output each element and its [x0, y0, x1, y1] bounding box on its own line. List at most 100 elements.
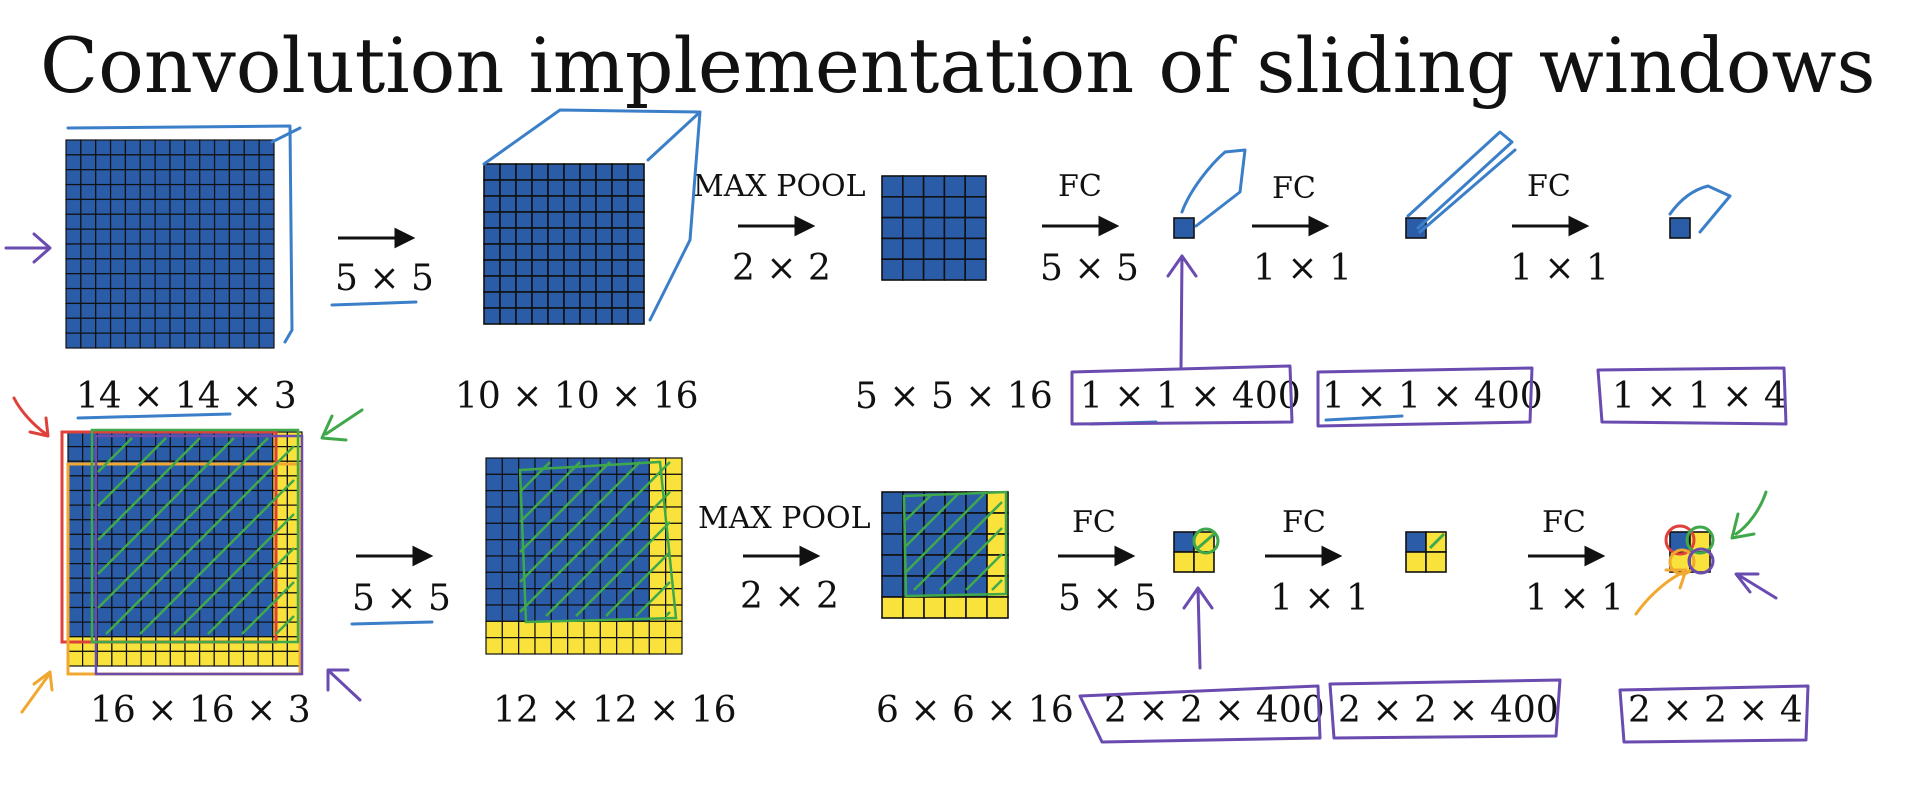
arrow-top-fc3-head — [1568, 215, 1590, 237]
grid-top-conv-cell — [531, 227, 549, 245]
grid-bottom-conv-cell — [632, 620, 650, 639]
grid-bottom-input-cell — [184, 636, 201, 652]
grid-top-input-cell — [228, 139, 245, 156]
bottom-pool-op: 2 × 2 — [740, 576, 839, 617]
grid-top-pool-cell — [943, 258, 967, 281]
grid-top-input-cell — [199, 332, 216, 349]
grid-top-conv-cell — [547, 275, 565, 293]
grid-top-input-cell — [228, 183, 245, 201]
handwritten-annotations — [4, 108, 1810, 744]
ink-window-pool-green — [902, 490, 1008, 598]
grid-top-conv-cell — [563, 227, 581, 245]
grid-top-conv-cell — [547, 291, 565, 309]
grid-top-conv — [483, 163, 645, 325]
grid-top-input-cell — [184, 213, 201, 230]
grid-top-input-cell — [213, 183, 231, 201]
grid-bottom-input-cell — [199, 577, 215, 594]
grid-top-conv-cell — [579, 227, 597, 245]
grid-bottom-input-cell — [111, 519, 128, 535]
ink-hatch-bottom-pool-stroke — [913, 501, 1003, 591]
grid-bottom-conv-cell — [534, 506, 552, 524]
grid-bottom-conv-cell — [550, 620, 569, 639]
grid-top-input-cell — [139, 287, 156, 305]
top-fc3-label: FC — [1527, 169, 1571, 204]
grid-top-conv-cell — [627, 275, 645, 293]
grid-top-input-cell — [243, 317, 260, 334]
grid-bottom-conv-cell — [485, 637, 503, 655]
grid-top-pool-cell — [901, 258, 925, 281]
grid-bottom-conv-cell — [665, 555, 683, 573]
grid-bottom-input-cell — [155, 446, 171, 462]
grid-bottom-conv-cell — [485, 588, 503, 606]
grid-top-conv-cell — [579, 163, 597, 181]
grid-top-input-cell — [213, 243, 231, 260]
grid-top-input-cell — [95, 139, 112, 156]
grid-top-input-cell — [228, 302, 245, 319]
ink-hatch-bottom-pool-stroke — [905, 493, 985, 573]
grid-top-conv-cell — [499, 211, 517, 229]
grid-top-input-cell — [80, 183, 97, 201]
grid-bottom-input-cell — [67, 504, 84, 521]
grid-bottom-pool-cell — [923, 554, 946, 577]
grid-bottom-conv-cell — [632, 637, 650, 655]
grid-top-conv-cell — [611, 195, 629, 213]
grid-bottom-input-cell — [96, 504, 113, 521]
grid-top-conv-cell — [547, 227, 565, 245]
ink-arrow-red — [12, 396, 50, 438]
grid-top-input-cell — [258, 154, 275, 171]
grid-bottom-input-cell — [125, 636, 142, 652]
grid-bottom-conv-cell — [518, 637, 536, 655]
grid-top-input-cell — [109, 317, 127, 334]
grid-top-input-cell — [184, 332, 201, 349]
grid-top-input-cell — [213, 169, 231, 186]
grid-top-input-cell — [139, 139, 156, 156]
grid-bottom-input-cell — [125, 475, 142, 492]
ink-arrow-bottom-corner — [326, 668, 362, 702]
grid-top-input-cell — [258, 183, 275, 201]
grid-bottom-fc1-cell — [1193, 551, 1215, 573]
grid-bottom-input-cell — [184, 489, 201, 506]
grid-top-input-cell — [169, 169, 186, 186]
grid-top-input-cell — [124, 243, 141, 260]
grid-bottom-input-cell — [67, 636, 84, 652]
grid-top-input-cell — [258, 332, 275, 349]
grid-bottom-conv-cell — [485, 457, 503, 475]
grid-bottom-input-cell — [96, 577, 113, 594]
diagram-title: Convolution implementation of sliding wi… — [40, 21, 1876, 110]
grid-bottom-conv-cell — [501, 571, 520, 590]
grid-top-conv-cell — [563, 307, 581, 325]
grid-bottom-input-cell — [257, 621, 274, 638]
grid-top-pool — [881, 175, 987, 281]
ink-depth-outline-input — [66, 124, 294, 344]
grid-top-input-cell — [65, 198, 82, 215]
grid-top-input-cell — [109, 332, 127, 349]
grid-top-input-cell — [258, 287, 275, 305]
grid-top-conv-cell — [611, 163, 629, 181]
grid-top-input-cell — [65, 332, 82, 349]
grid-bottom-pool-cell — [986, 596, 1009, 619]
grid-top-conv-cell — [515, 179, 533, 197]
grid-bottom-input-cell — [111, 446, 128, 462]
grid-top-pool-cell — [881, 175, 904, 198]
grid-top-input-cell — [109, 273, 127, 290]
grid-bottom-conv-cell — [485, 571, 503, 590]
grid-bottom-input-cell — [242, 533, 259, 550]
grid-top-input-cell — [243, 302, 260, 319]
grid-bottom-input-cell — [228, 577, 245, 594]
grid-bottom-input-cell — [242, 650, 259, 667]
grid-top-conv-cell — [563, 275, 581, 293]
grid-top-input-cell — [109, 228, 127, 245]
grid-bottom-input-cell — [125, 431, 142, 448]
grid-bottom-conv-cell — [665, 457, 683, 475]
grid-top-input-cell — [213, 154, 231, 171]
grid-top-conv-cell — [515, 307, 533, 325]
grid-bottom-input-cell — [155, 621, 171, 638]
ink-hatch-bottom-input-stroke — [97, 437, 167, 507]
grid-bottom-conv-cell — [485, 620, 503, 639]
grid-top-input-cell — [95, 273, 112, 290]
grid-top-conv-cell — [627, 195, 645, 213]
grid-top-input-cell — [80, 154, 97, 171]
grid-top-conv-cell — [611, 179, 629, 197]
grid-top-input-cell — [199, 287, 216, 305]
grid-top-input-cell — [199, 213, 216, 230]
